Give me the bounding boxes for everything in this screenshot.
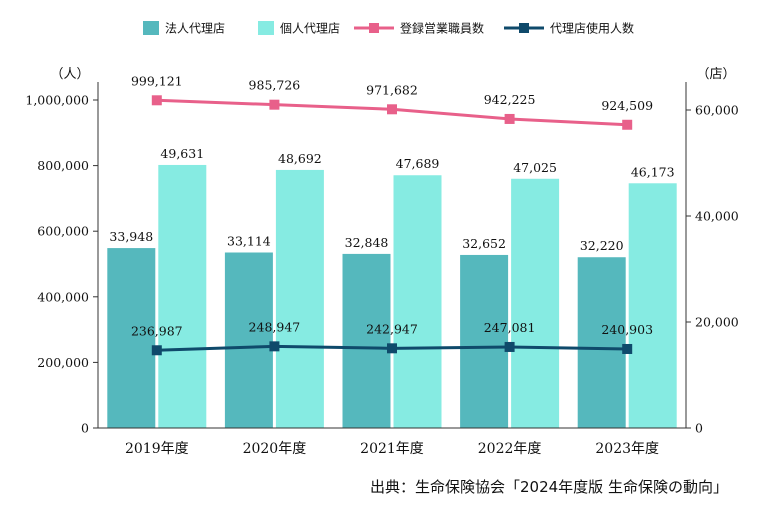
line-label-sales-staff-1: 985,726 (249, 78, 301, 93)
legend-label-2: 登録営業職員数 (400, 21, 484, 36)
line-label-sales-staff-4: 924,509 (601, 98, 653, 113)
marker-agency-staff-2 (387, 343, 397, 354)
x-tick-label-0: 2019年度 (125, 441, 189, 457)
line-label-sales-staff-3: 942,225 (484, 92, 536, 107)
x-tick-label-2: 2021年度 (360, 441, 424, 457)
bar-individual-0 (158, 164, 207, 429)
marker-agency-staff-3 (504, 341, 515, 352)
bar-corporate-2 (342, 253, 391, 428)
bar-label-corporate-2: 32,848 (345, 235, 389, 250)
bar-label-individual-1: 48,692 (278, 151, 322, 166)
bar-label-corporate-0: 33,948 (109, 229, 153, 244)
right-tick-label-1: 20,000 (695, 315, 739, 330)
right-tick-label-2: 40,000 (695, 209, 739, 224)
right-axis-unit: （店） (696, 67, 735, 82)
legend-label-0: 法人代理店 (165, 22, 225, 36)
legend-swatch-1 (258, 21, 274, 35)
legend-label-3: 代理店使用人数 (550, 21, 634, 36)
bar-label-corporate-3: 32,652 (462, 236, 506, 251)
bar-label-individual-3: 47,025 (513, 160, 557, 175)
bar-label-individual-4: 46,173 (631, 164, 675, 179)
line-label-agency-staff-2: 242,947 (366, 321, 418, 336)
line-label-sales-staff-0: 999,121 (131, 73, 183, 88)
right-tick-label-3: 60,000 (695, 103, 739, 118)
marker-agency-staff-4 (622, 343, 633, 354)
line-label-agency-staff-4: 240,903 (601, 322, 653, 337)
left-axis-unit: （人） (50, 67, 89, 82)
bar-label-corporate-1: 33,114 (227, 233, 271, 248)
line-label-agency-staff-1: 248,947 (249, 319, 301, 334)
bar-label-individual-2: 47,689 (396, 156, 440, 171)
bar-corporate-0 (107, 248, 156, 428)
left-tick-label-4: 800,000 (37, 158, 89, 173)
bar-corporate-3 (460, 254, 509, 428)
marker-sales-staff-2 (387, 104, 397, 115)
bar-corporate-1 (224, 252, 273, 428)
bar-individual-4 (628, 183, 677, 428)
legend-swatch-0 (143, 21, 159, 35)
legend-marker-3 (519, 23, 529, 33)
left-tick-label-5: 1,000,000 (25, 93, 89, 108)
x-tick-label-3: 2022年度 (478, 441, 542, 457)
legend-marker-2 (369, 23, 379, 33)
line-label-agency-staff-3: 247,081 (484, 320, 536, 335)
x-tick-label-1: 2020年度 (243, 441, 307, 457)
marker-sales-staff-0 (151, 95, 162, 106)
source-note: 出典：生命保険協会「2024年度版 生命保険の動向」 (370, 478, 728, 496)
left-tick-label-2: 400,000 (37, 289, 89, 304)
bar-individual-1 (275, 169, 324, 428)
right-tick-label-0: 0 (695, 421, 703, 436)
line-label-agency-staff-0: 236,987 (131, 323, 183, 338)
marker-sales-staff-3 (504, 113, 515, 124)
bar-individual-2 (393, 175, 442, 428)
marker-agency-staff-0 (151, 345, 162, 356)
marker-sales-staff-1 (269, 99, 280, 110)
left-tick-label-3: 600,000 (37, 224, 89, 239)
x-tick-label-4: 2023年度 (595, 441, 659, 457)
bar-label-corporate-4: 32,220 (580, 238, 624, 253)
left-tick-label-1: 200,000 (37, 355, 89, 370)
marker-sales-staff-4 (622, 119, 633, 130)
marker-agency-staff-1 (269, 341, 280, 352)
bar-corporate-4 (577, 257, 626, 428)
left-tick-label-0: 0 (81, 421, 89, 436)
line-label-sales-staff-2: 971,682 (366, 82, 418, 97)
legend-label-1: 個人代理店 (280, 22, 340, 36)
bar-individual-3 (511, 178, 560, 428)
bar-label-individual-0: 49,631 (160, 146, 204, 161)
